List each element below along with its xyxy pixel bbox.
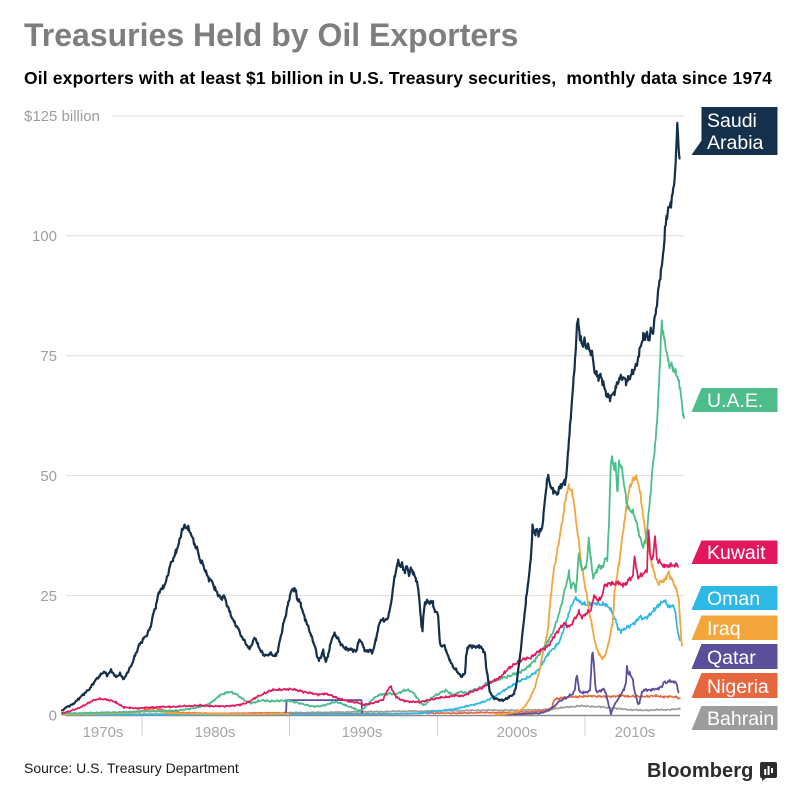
svg-text:Treasuries Held by Oil Exporte: Treasuries Held by Oil Exporters xyxy=(24,17,518,53)
svg-text:Saudi: Saudi xyxy=(707,110,757,132)
svg-text:1980s: 1980s xyxy=(195,724,236,741)
svg-text:Qatar: Qatar xyxy=(707,647,756,669)
svg-text:Oil exporters with at least $1: Oil exporters with at least $1 billion i… xyxy=(24,68,772,88)
svg-text:Iraq: Iraq xyxy=(707,618,741,640)
svg-text:Bloomberg: Bloomberg xyxy=(647,760,753,782)
svg-text:Kuwait: Kuwait xyxy=(707,542,766,564)
svg-text:50: 50 xyxy=(40,468,57,485)
svg-text:0: 0 xyxy=(49,708,57,725)
svg-text:2010s: 2010s xyxy=(615,724,656,741)
svg-text:75: 75 xyxy=(40,348,57,365)
svg-text:1990s: 1990s xyxy=(342,724,383,741)
svg-text:25: 25 xyxy=(40,588,57,605)
svg-text:Nigeria: Nigeria xyxy=(707,676,769,698)
svg-text:$125 billion: $125 billion xyxy=(24,108,100,125)
svg-text:2000s: 2000s xyxy=(497,724,538,741)
svg-text:1970s: 1970s xyxy=(83,724,124,741)
svg-text:Arabia: Arabia xyxy=(707,132,764,154)
svg-text:100: 100 xyxy=(32,228,57,245)
svg-text:Oman: Oman xyxy=(707,588,760,610)
svg-text:Bahrain: Bahrain xyxy=(707,708,774,730)
svg-text:U.A.E.: U.A.E. xyxy=(707,390,763,412)
svg-text:Source: U.S. Treasury Departme: Source: U.S. Treasury Department xyxy=(24,760,239,776)
